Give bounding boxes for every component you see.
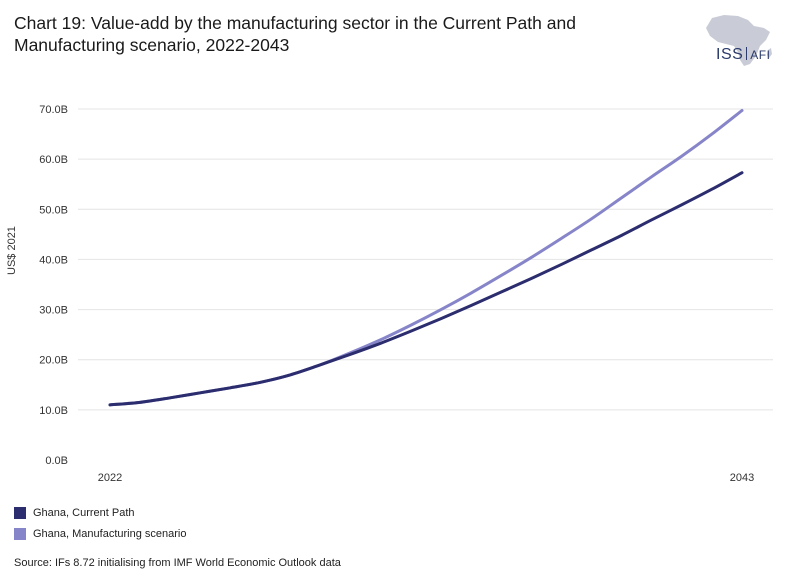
legend-label-manufacturing-scenario: Ghana, Manufacturing scenario bbox=[33, 528, 187, 540]
legend-swatch-current-path bbox=[14, 507, 26, 519]
y-tick-label: 70.0B bbox=[39, 104, 68, 116]
y-tick-label: 40.0B bbox=[39, 254, 68, 266]
series-line-ghana-manufacturing-scenario bbox=[108, 109, 744, 407]
legend-item-manufacturing-scenario: Ghana, Manufacturing scenario bbox=[14, 525, 186, 543]
logo-separator bbox=[746, 47, 748, 60]
logo-afi-text: AFI bbox=[750, 48, 771, 62]
x-tick-label: 2022 bbox=[98, 472, 122, 484]
line-chart: 0.0B 10.0B 20.0B 30.0B 40.0B 50.0B 60.0B 70.0B 2… bbox=[39, 104, 773, 484]
y-axis-label: US$ 2021 bbox=[6, 226, 18, 275]
legend-swatch-manufacturing-scenario bbox=[14, 528, 26, 540]
source-note: Source: IFs 8.72 initialising from IMF W… bbox=[14, 557, 341, 569]
legend-item-current-path: Ghana, Current Path bbox=[14, 504, 186, 522]
chart-title: Chart 19: Value-add by the manufacturing… bbox=[14, 13, 576, 55]
y-tick-label: 60.0B bbox=[39, 154, 68, 166]
x-tick-label: 2043 bbox=[730, 472, 754, 484]
logo-iss-text: ISS bbox=[716, 46, 744, 63]
y-tick-label: 10.0B bbox=[39, 405, 68, 417]
y-tick-label: 30.0B bbox=[39, 305, 68, 317]
y-tick-label: 0.0B bbox=[45, 455, 68, 467]
chart-legend: Ghana, Current Path Ghana, Manufacturing… bbox=[14, 504, 186, 546]
y-tick-label: 50.0B bbox=[39, 204, 68, 216]
y-tick-label: 20.0B bbox=[39, 355, 68, 367]
africa-map-icon bbox=[706, 15, 772, 66]
legend-label-current-path: Ghana, Current Path bbox=[33, 507, 135, 519]
series-line-ghana-current-path bbox=[108, 171, 744, 407]
iss-afi-logo: ISS AFI bbox=[716, 46, 770, 64]
